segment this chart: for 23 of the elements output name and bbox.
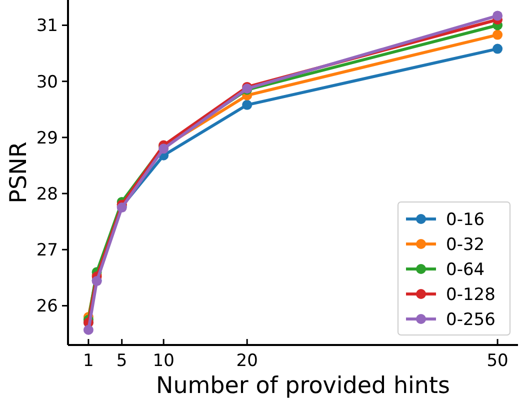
y-tick-label: 28	[36, 184, 58, 204]
y-tick-label: 27	[36, 240, 58, 261]
point	[242, 100, 252, 110]
y-tick-label: 29	[36, 128, 58, 148]
y-tick-label: 26	[36, 296, 58, 317]
legend-label: 0-64	[446, 260, 485, 280]
x-axis-title: Number of provided hints	[156, 373, 450, 399]
legend-label: 0-128	[446, 284, 496, 305]
y-axis-title: PSNR	[6, 142, 32, 204]
y-tick-label: 30	[36, 72, 58, 92]
point	[83, 324, 94, 335]
x-tick-label: 1	[83, 351, 94, 371]
point	[492, 10, 503, 21]
legend-label: 0-256	[446, 310, 496, 330]
legend-label: 0-16	[446, 210, 485, 230]
x-tick-label: 5	[116, 351, 128, 371]
x-tick-label: 20	[236, 351, 258, 371]
x-tick-label: 50	[486, 351, 508, 371]
point	[492, 30, 503, 40]
y-tick-label: 31	[36, 16, 58, 36]
legend-label: 0-32	[446, 234, 485, 255]
x-tick-label: 10	[152, 351, 174, 371]
point	[492, 44, 503, 54]
